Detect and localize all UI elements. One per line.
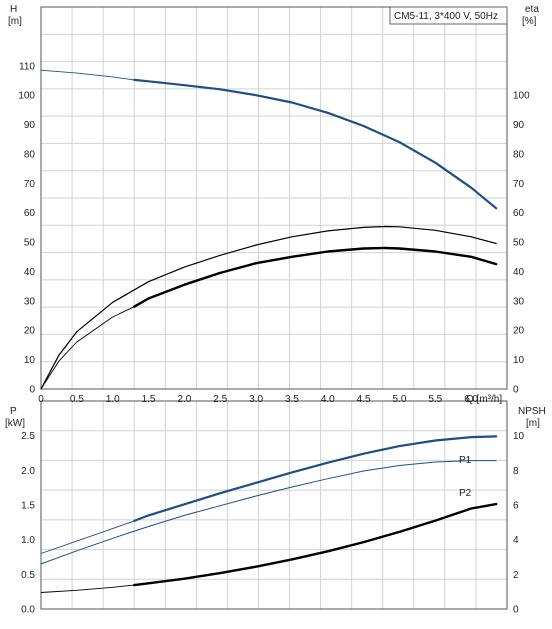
title-box: CM5-11, 3*400 V, 50Hz [389,6,508,25]
title-box-frame [389,6,508,25]
series-eta_inner-line [133,246,498,308]
series-p1-line [133,435,498,522]
y-left-tick-label: 70 [24,179,36,190]
series-h-thin-segment [40,69,135,81]
grid-layer [41,7,507,609]
series-h-line [133,78,498,210]
y-right-tick-label: 100 [513,91,530,102]
x-tick-label: 3.5 [285,394,299,405]
x-tick-label: 5.5 [428,394,442,405]
y-right-tick-label: 60 [513,208,525,219]
y-right-tick-label: 90 [513,120,525,131]
series-layer [40,69,498,593]
y-left-tick-label: 90 [24,120,36,131]
y-left-tick-label: 1.5 [21,501,35,512]
x-tick-label: 4.5 [357,394,371,405]
y-right-tick-label: 4 [513,535,519,546]
y-right-tick-label: 70 [513,179,525,190]
y-left-label-bottom: P [10,406,17,417]
y-right-tick-label: 50 [513,238,525,249]
x-tick-label: 3.0 [249,394,263,405]
y-left-tick-label: 60 [24,208,36,219]
chart-title: CM5-11, 3*400 V, 50Hz [394,11,498,22]
y-left-tick-label: 20 [24,326,36,337]
y-left-tick-label: 2.0 [21,466,35,477]
y-right-tick-label: 0 [513,605,519,616]
x-tick-label: 1.0 [106,394,120,405]
y-right-tick-label: 30 [513,296,525,307]
x-tick-label: 0 [38,394,44,405]
x-tick-label: 1.5 [142,394,156,405]
x-axis-label: Q [m³/h] [466,394,502,405]
plot-frames [40,6,508,610]
y-left-tick-label: 10 [24,355,36,366]
y-left-tick-label: 100 [18,91,35,102]
y-right-tick-label: 0 [513,385,519,396]
x-tick-label: 6.0 [464,394,478,405]
series-p1-thin-segment [40,520,135,554]
series-label-p2: P2 [459,488,472,499]
y-right-tick-label: 40 [513,267,525,278]
plot-frame [40,6,508,390]
y-left-tick-label: 110 [19,61,35,72]
y-left-tick-label: 50 [24,238,36,249]
y-left-tick-label: 40 [24,267,36,278]
series-eta_inner-thin-segment [40,306,135,390]
series-p2-line [40,460,497,565]
y-right-tick-label: 8 [513,466,519,477]
series-label-p1: P1 [459,455,472,466]
x-tick-label: 2.0 [177,394,191,405]
series-npsh-line [133,502,498,587]
series-npsh-thin-segment [40,584,135,593]
y-right-tick-label: 6 [513,501,519,512]
y-left-tick-label: 0.0 [21,605,35,616]
x-tick-label: 5.0 [393,394,407,405]
y-right-tick-label: 80 [513,149,525,160]
y-right-label-bottom: NPSH [518,406,546,417]
y-left-unit-bottom: [kW] [5,418,25,429]
y-left-tick-label: 80 [24,149,36,160]
y-left-tick-label: 2.5 [21,431,35,442]
y-left-tick-label: 30 [24,296,36,307]
y-right-tick-label: 2 [513,570,519,581]
plot-frame [40,400,508,610]
y-right-unit-top: [%] [522,16,537,27]
y-right-label-top: eta [525,4,539,15]
y-left-tick-label: 0 [29,385,35,396]
x-tick-label: 2.5 [213,394,227,405]
y-right-unit-bottom: [m] [526,418,540,429]
series-eta_outer-line [40,225,497,390]
y-right-tick-label: 10 [513,355,525,366]
y-left-unit-top: [m] [8,16,22,27]
text-layer: H [m] eta [%] P [kW] NPSH [m] Q [m³/h] P… [5,4,546,616]
x-tick-label: 4.0 [321,394,335,405]
y-left-tick-label: 0.5 [21,570,35,581]
y-right-tick-label: 20 [513,326,525,337]
y-left-label-top: H [10,4,17,15]
x-tick-label: 0.5 [70,394,84,405]
y-right-tick-label: 10 [513,431,525,442]
y-left-tick-label: 1.0 [21,535,35,546]
